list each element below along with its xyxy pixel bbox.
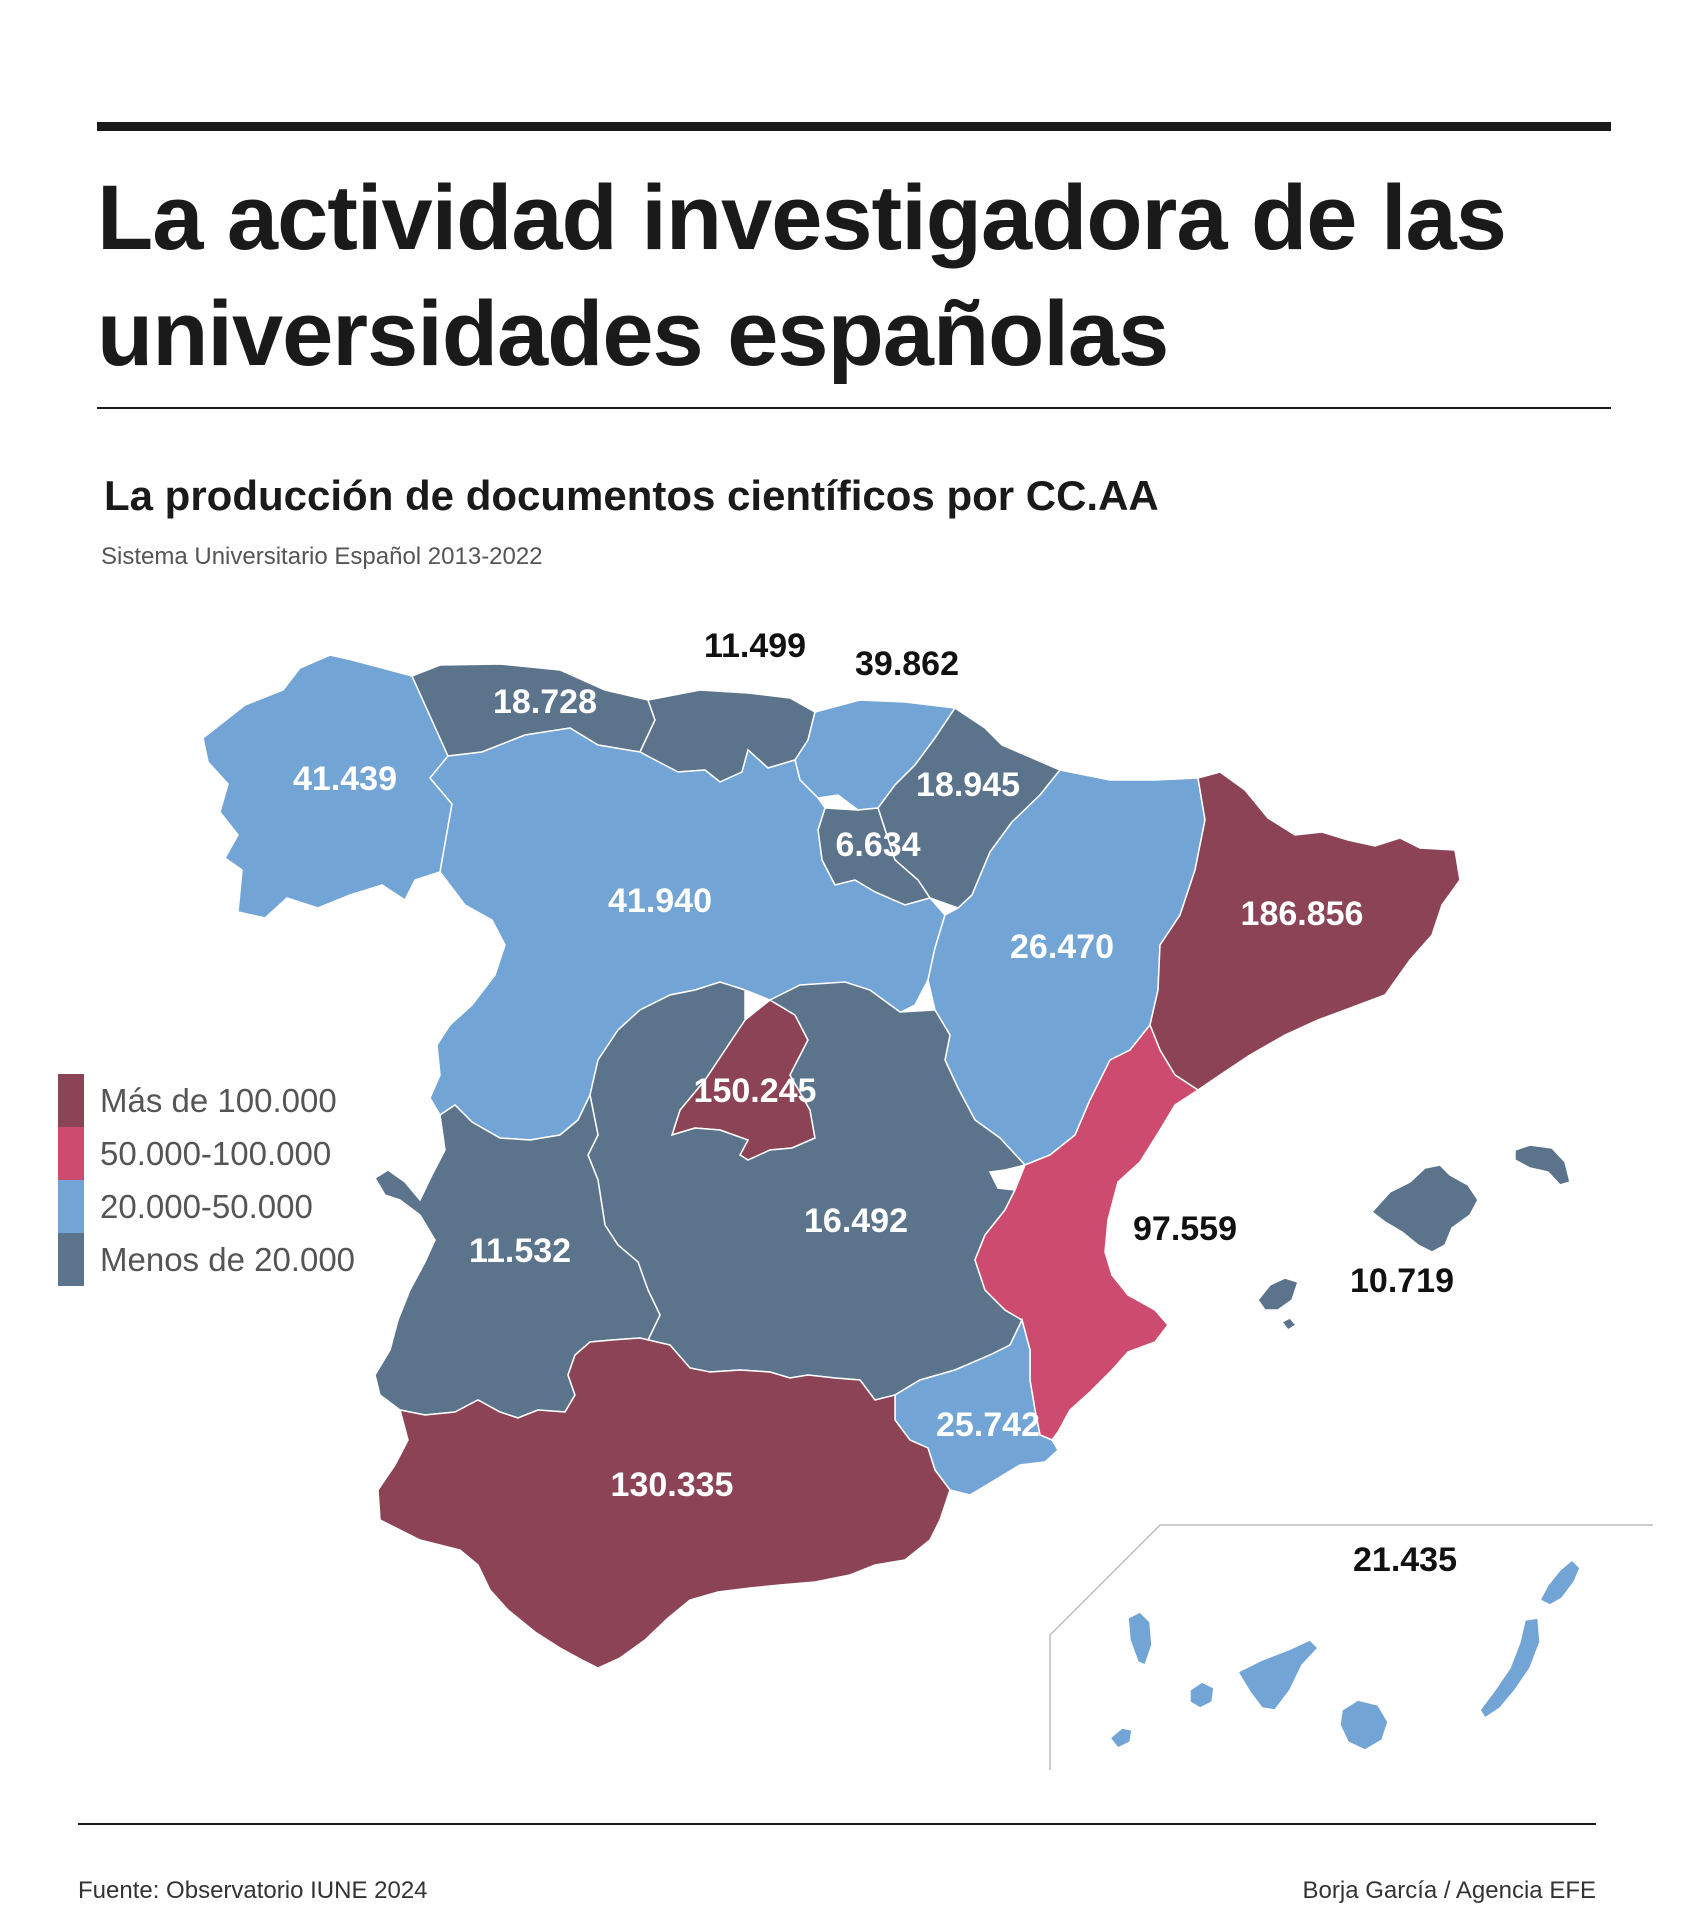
period-note: Sistema Universitario Español 2013-2022 — [101, 543, 543, 570]
canarias-inset-frame — [1049, 1524, 1653, 1770]
value-baleares: 10.719 — [1350, 1262, 1454, 1300]
island-lanzarote — [1538, 1558, 1581, 1606]
footer-rule — [78, 1823, 1596, 1825]
value-la-rioja: 6.634 — [835, 826, 920, 864]
value-valencia: 97.559 — [1133, 1210, 1237, 1248]
value-cantabria: 11.499 — [704, 627, 806, 665]
page-title: La actividad investigadora de las univer… — [97, 167, 1507, 385]
legend-label: Más de 100.000 — [100, 1081, 337, 1119]
legend-item-20000-50000: 20.000-50.000 — [58, 1180, 355, 1233]
region-galicia — [202, 654, 453, 919]
island-la-palma — [1127, 1611, 1153, 1667]
value-castilla-la-mancha: 16.492 — [804, 1202, 908, 1240]
source-note: Fuente: Observatorio IUNE 2024 — [78, 1877, 428, 1904]
top-rule — [97, 122, 1611, 131]
legend-swatch — [58, 1233, 84, 1286]
region-andalucia — [377, 1337, 951, 1669]
value-galicia: 41.439 — [293, 760, 397, 798]
credit-note: Borja García / Agencia EFE — [1302, 1877, 1596, 1904]
title-divider — [97, 407, 1611, 409]
value-aragon: 26.470 — [1010, 928, 1114, 966]
legend-label: 50.000-100.000 — [100, 1134, 332, 1172]
island-mallorca — [1370, 1164, 1479, 1253]
value-castilla-y-leon: 41.940 — [608, 882, 712, 920]
value-canarias: 21.435 — [1353, 1541, 1457, 1579]
value-pais-vasco: 39.862 — [855, 645, 959, 683]
value-navarra: 18.945 — [916, 766, 1020, 804]
region-murcia — [894, 1317, 1059, 1496]
map-legend: Más de 100.000 50.000-100.000 20.000-50.… — [58, 1074, 355, 1286]
value-extremadura: 11.532 — [469, 1232, 571, 1270]
island-la-gomera — [1189, 1681, 1215, 1709]
value-cataluna: 186.856 — [1241, 895, 1364, 933]
value-murcia: 25.742 — [936, 1406, 1040, 1444]
island-gran-canaria — [1339, 1699, 1389, 1751]
region-baleares — [1257, 1144, 1571, 1332]
island-menorca — [1514, 1144, 1571, 1186]
island-ibiza — [1257, 1277, 1299, 1311]
value-madrid: 150.245 — [694, 1072, 817, 1110]
island-el-hierro — [1108, 1727, 1133, 1749]
legend-swatch — [58, 1127, 84, 1180]
region-cataluna — [1149, 771, 1461, 1091]
legend-swatch — [58, 1180, 84, 1233]
value-andalucia: 130.335 — [611, 1466, 734, 1504]
island-tenerife — [1236, 1639, 1320, 1711]
region-valencia — [974, 1023, 1200, 1441]
legend-label: Menos de 20.000 — [100, 1240, 356, 1278]
island-fuerteventura — [1479, 1617, 1541, 1720]
map-subtitle: La producción de documentos científicos … — [104, 472, 1159, 519]
island-formentera — [1280, 1317, 1298, 1332]
legend-item-50000-100000: 50.000-100.000 — [58, 1127, 355, 1180]
legend-swatch — [58, 1074, 84, 1127]
legend-item-below-20000: Menos de 20.000 — [58, 1233, 355, 1286]
value-asturias: 18.728 — [493, 683, 597, 721]
legend-label: 20.000-50.000 — [100, 1187, 313, 1225]
legend-item-above-100000: Más de 100.000 — [58, 1074, 355, 1127]
region-canarias — [1108, 1558, 1581, 1751]
